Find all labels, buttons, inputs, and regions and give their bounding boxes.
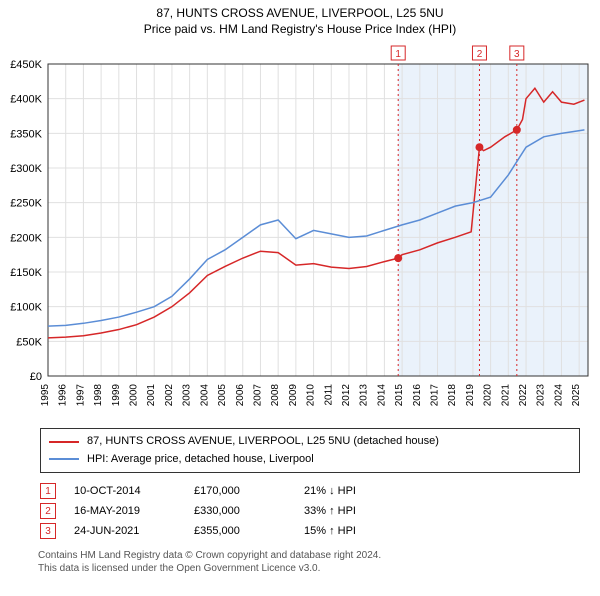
- x-tick-label: 1996: [58, 384, 69, 407]
- y-tick-label: £450K: [10, 59, 42, 71]
- x-tick-label: 1995: [40, 384, 51, 407]
- y-tick-label: £150K: [10, 267, 42, 279]
- y-tick-label: £400K: [10, 94, 42, 106]
- x-tick-label: 2007: [252, 384, 263, 407]
- x-tick-label: 2000: [129, 384, 140, 407]
- event-date: 10-OCT-2014: [74, 485, 194, 497]
- attribution-line1: Contains HM Land Registry data © Crown c…: [38, 549, 580, 562]
- event-price: £330,000: [194, 505, 304, 517]
- chart-svg: £0 £50K £100K £150K £200K £250K £300K £350K £400…: [0, 40, 600, 420]
- x-tick-label: 2003: [182, 384, 193, 407]
- legend-label: HPI: Average price, detached house, Live…: [87, 451, 314, 469]
- x-tick-label: 2022: [518, 384, 529, 407]
- x-tick-label: 2008: [270, 384, 281, 407]
- sale-point: [513, 126, 521, 134]
- x-tick-label: 1997: [75, 384, 86, 407]
- sale-point: [394, 254, 402, 262]
- event-price: £170,000: [194, 485, 304, 497]
- x-tick-label: 2010: [306, 384, 317, 407]
- legend-swatch: [49, 441, 79, 443]
- x-tick-label: 2024: [553, 384, 564, 407]
- event-row: 1 10-OCT-2014£170,00021% ↓ HPI: [40, 483, 600, 499]
- x-tick-label: 2006: [235, 384, 246, 407]
- sale-point: [475, 143, 483, 151]
- attribution-line2: This data is licensed under the Open Gov…: [38, 562, 580, 575]
- event-date: 16-MAY-2019: [74, 505, 194, 517]
- y-tick-label: £200K: [10, 232, 42, 244]
- event-marker-num: 3: [514, 49, 520, 60]
- event-marker: 3: [40, 523, 56, 539]
- shade-band: [398, 64, 588, 376]
- event-marker-num: 1: [395, 49, 401, 60]
- x-tick-label: 2002: [164, 384, 175, 407]
- x-tick-label: 2016: [412, 384, 423, 407]
- x-tick-label: 2019: [465, 384, 476, 407]
- legend: 87, HUNTS CROSS AVENUE, LIVERPOOL, L25 5…: [40, 428, 580, 473]
- x-tick-label: 2021: [500, 384, 511, 407]
- x-tick-label: 2011: [323, 384, 334, 406]
- legend-label: 87, HUNTS CROSS AVENUE, LIVERPOOL, L25 5…: [87, 433, 439, 451]
- event-date: 24-JUN-2021: [74, 525, 194, 537]
- y-tick-label: £0: [30, 371, 42, 383]
- attribution: Contains HM Land Registry data © Crown c…: [38, 549, 580, 575]
- event-pct: 15% ↑ HPI: [304, 525, 356, 537]
- x-tick-label: 2017: [430, 384, 441, 407]
- x-tick-label: 2018: [447, 384, 458, 407]
- chart-title-main: 87, HUNTS CROSS AVENUE, LIVERPOOL, L25 5…: [0, 6, 600, 20]
- event-marker: 1: [40, 483, 56, 499]
- chart-area: £0 £50K £100K £150K £200K £250K £300K £350K £400…: [0, 40, 600, 420]
- x-tick-label: 2014: [376, 384, 387, 407]
- y-tick-label: £100K: [10, 302, 42, 314]
- x-tick-label: 2005: [217, 384, 228, 407]
- x-tick-label: 2025: [571, 384, 582, 407]
- event-row: 3 24-JUN-2021£355,00015% ↑ HPI: [40, 523, 600, 539]
- x-tick-label: 1998: [93, 384, 104, 407]
- legend-swatch: [49, 458, 79, 460]
- x-tick-label: 2001: [146, 384, 157, 407]
- x-tick-label: 2013: [359, 384, 370, 407]
- y-tick-label: £350K: [10, 128, 42, 140]
- event-marker-num: 2: [477, 49, 483, 60]
- event-row: 2 16-MAY-2019£330,00033% ↑ HPI: [40, 503, 600, 519]
- x-tick-label: 2015: [394, 384, 405, 407]
- x-tick-label: 2020: [483, 384, 494, 407]
- x-tick-label: 2004: [199, 384, 210, 407]
- event-marker: 2: [40, 503, 56, 519]
- event-pct: 21% ↓ HPI: [304, 485, 356, 497]
- legend-row: 87, HUNTS CROSS AVENUE, LIVERPOOL, L25 5…: [49, 433, 571, 451]
- legend-row: HPI: Average price, detached house, Live…: [49, 451, 571, 469]
- x-tick-label: 2012: [341, 384, 352, 407]
- y-tick-label: £50K: [16, 336, 42, 348]
- event-pct: 33% ↑ HPI: [304, 505, 356, 517]
- y-tick-label: £300K: [10, 163, 42, 175]
- x-tick-label: 1999: [111, 384, 122, 407]
- x-tick-label: 2009: [288, 384, 299, 407]
- event-price: £355,000: [194, 525, 304, 537]
- event-table: 1 10-OCT-2014£170,00021% ↓ HPI 2 16-MAY-201…: [40, 483, 600, 539]
- y-tick-label: £250K: [10, 198, 42, 210]
- chart-title-sub: Price paid vs. HM Land Registry's House …: [0, 22, 600, 36]
- x-tick-label: 2023: [536, 384, 547, 407]
